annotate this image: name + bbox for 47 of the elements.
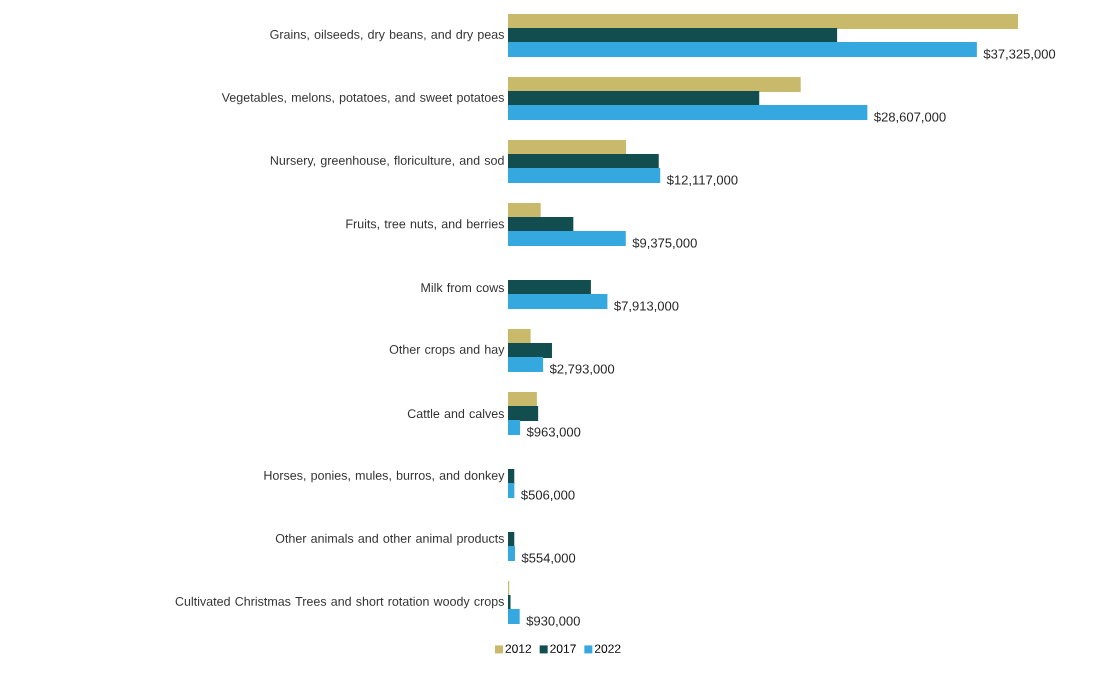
bar (508, 230, 626, 246)
y-tick-label: Cultivated Christmas Trees and short rotation woody crops (175, 596, 504, 609)
data-label: $2,793,000 (549, 363, 615, 376)
y-tick-label: Other crops and hay (389, 344, 505, 357)
bar (508, 391, 537, 407)
y-tick-label: Grains, oilseeds, dry beans, and dry peas (270, 29, 504, 42)
bar (508, 90, 760, 106)
bar (508, 356, 544, 372)
bar (508, 279, 591, 295)
bar (508, 153, 659, 169)
bar (508, 76, 801, 92)
legend-label: 2012 (505, 644, 532, 653)
bar (508, 482, 515, 498)
bar (508, 342, 552, 358)
data-label: $930,000 (526, 615, 580, 628)
legend-label: 2017 (550, 644, 576, 653)
bar (508, 545, 515, 561)
bar (508, 216, 574, 232)
bar (508, 328, 531, 344)
data-label: $554,000 (521, 552, 576, 565)
bar (508, 608, 520, 624)
y-tick-label: Cattle and calves (407, 408, 504, 419)
bar (508, 139, 627, 155)
y-tick-label: Fruits, tree nuts, and berries (346, 219, 505, 230)
y-tick-label: Milk from cows (421, 282, 505, 293)
data-label: $963,000 (526, 426, 581, 439)
bar (508, 293, 608, 309)
data-label: $9,375,000 (632, 237, 697, 250)
y-tick-label: Horses, ponies, mules, burros, and donkey (264, 470, 505, 483)
data-label: $37,325,000 (983, 48, 1056, 61)
y-tick-label: Vegetables, melons, potatoes, and sweet potatoes (221, 92, 504, 105)
bar (508, 594, 511, 610)
bar (508, 104, 868, 120)
data-label: $7,913,000 (614, 300, 679, 313)
legend-label: 2022 (594, 644, 621, 653)
bar (508, 405, 539, 421)
data-label: $506,000 (521, 489, 575, 502)
bar (508, 27, 838, 43)
data-label: $28,607,000 (874, 111, 946, 124)
y-tick-label: Other animals and other animal products (275, 533, 504, 546)
bar (508, 13, 1019, 29)
y-tick-label: Nursery, greenhouse, floriculture, and sod (270, 155, 504, 168)
data-label: $12,117,000 (666, 174, 738, 187)
bar (508, 202, 541, 218)
bar (508, 419, 521, 435)
bar (508, 41, 977, 57)
bar (508, 167, 661, 183)
